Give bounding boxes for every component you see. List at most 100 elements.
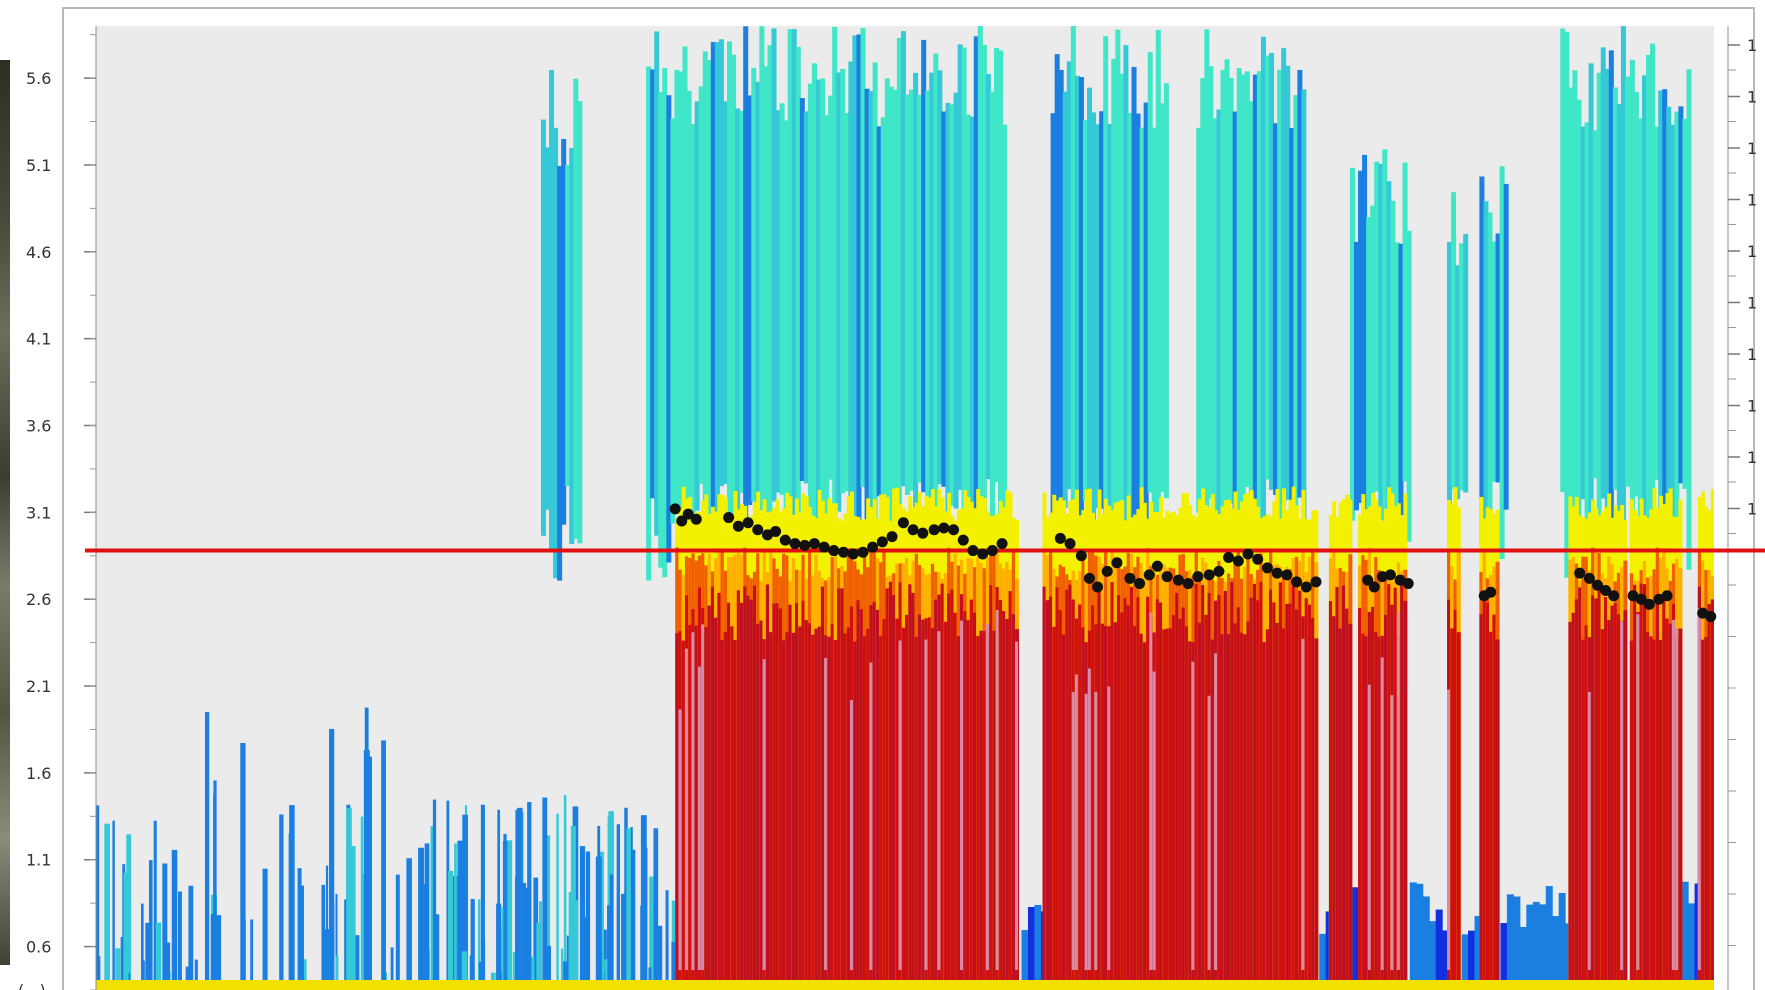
right-tick-label: 1 — [1747, 191, 1757, 210]
heat-cell — [263, 869, 268, 990]
data-point — [1485, 587, 1496, 598]
heat-cell — [1348, 624, 1352, 980]
data-point — [1243, 549, 1254, 560]
data-point — [1301, 582, 1312, 593]
data-point — [857, 547, 868, 558]
heat-cell — [1447, 690, 1450, 970]
heat-cell — [1636, 614, 1639, 970]
left-tick-label: 0.6 — [26, 938, 51, 957]
data-point — [1385, 569, 1396, 580]
heat-cell — [1588, 692, 1591, 970]
heat-cell — [1457, 632, 1461, 980]
right-tick-label: 1 — [1747, 397, 1757, 416]
right-tick-label: 1 — [1747, 139, 1757, 158]
heat-cell — [621, 894, 626, 990]
data-point — [1204, 569, 1215, 580]
data-point — [929, 524, 940, 535]
data-point — [1272, 568, 1283, 579]
heat-cell — [937, 631, 940, 970]
heat-cell — [610, 875, 613, 990]
heat-cell — [216, 915, 221, 990]
heat-cell — [454, 843, 457, 990]
left-tick-label: 4.6 — [26, 243, 51, 262]
heat-cell — [1625, 77, 1630, 487]
data-point — [1134, 578, 1145, 589]
data-point — [1291, 576, 1302, 587]
right-tick-label: 1 — [1747, 500, 1757, 519]
heat-cell — [666, 890, 669, 990]
data-point — [780, 535, 791, 546]
heat-cell — [527, 802, 531, 990]
right-tick-label: 1 — [1747, 88, 1757, 107]
heat-cell — [1208, 696, 1211, 970]
heat-cell — [172, 850, 178, 990]
data-point — [938, 522, 949, 533]
heat-cell — [1397, 612, 1400, 970]
heat-cell — [250, 919, 253, 990]
data-point — [809, 538, 820, 549]
data-point — [917, 528, 928, 539]
left-tick-label: 1.1 — [26, 851, 51, 870]
data-point — [1233, 555, 1244, 566]
data-point — [828, 545, 839, 556]
heat-cell — [123, 873, 128, 990]
data-point — [670, 503, 681, 514]
left-tick-label: 3.1 — [26, 503, 51, 522]
heat-cell — [162, 863, 167, 990]
data-point — [770, 526, 781, 537]
heat-cell — [1559, 893, 1566, 990]
data-point — [848, 549, 859, 560]
heat-cell — [1429, 921, 1436, 990]
heat-cell — [631, 850, 636, 990]
heat-cell — [899, 640, 902, 970]
heat-cell — [1500, 923, 1507, 990]
heat-cell — [1410, 882, 1417, 990]
heat-cell — [1675, 628, 1678, 970]
heat-cell — [617, 824, 620, 990]
data-point — [1281, 569, 1292, 580]
heat-cell — [112, 821, 114, 990]
heat-cell — [924, 640, 927, 970]
left-tick-label: 3.6 — [26, 416, 51, 435]
heat-cell — [1214, 653, 1217, 970]
heat-cell — [1686, 69, 1691, 569]
data-point — [1574, 568, 1585, 579]
heat-cell — [1682, 882, 1689, 990]
data-point — [789, 538, 800, 549]
data-point — [743, 517, 754, 528]
heat-cell — [1620, 621, 1623, 970]
right-y-axis: 1 1 1 1 1 1 1 1 1 1 — [1728, 26, 1757, 990]
heat-cell — [1191, 662, 1194, 970]
heat-cell — [1533, 902, 1540, 990]
left-tick-label: 5.1 — [26, 156, 51, 175]
heat-cell — [1301, 89, 1306, 520]
right-tick-label: 1 — [1747, 242, 1757, 261]
data-point — [967, 545, 978, 556]
heat-cell — [1015, 642, 1018, 970]
left-y-axis: 5.65.14.64.13.63.12.62.11.61.10.6 — [26, 26, 96, 990]
heat-cell — [607, 905, 610, 990]
data-point — [799, 540, 810, 551]
heat-cell — [205, 712, 209, 990]
heat-cell — [850, 700, 853, 970]
heat-cell — [406, 858, 411, 990]
data-point — [1124, 573, 1135, 584]
heat-cell — [289, 805, 294, 990]
data-point — [733, 521, 744, 532]
heat-cell — [960, 621, 963, 970]
heat-cell — [641, 815, 647, 990]
heat-cell — [396, 875, 400, 990]
heat-cell — [280, 901, 282, 990]
data-point — [1076, 550, 1087, 561]
heat-cell — [691, 632, 694, 970]
heat-cell — [1496, 639, 1500, 980]
data-point — [987, 545, 998, 556]
heat-cell — [330, 807, 332, 990]
heat-cell — [188, 886, 193, 990]
heat-cell — [1463, 234, 1468, 493]
heat-cell — [556, 814, 558, 990]
heat-cell — [503, 834, 506, 990]
heat-cell — [996, 610, 999, 970]
heat-cell — [1504, 184, 1509, 510]
